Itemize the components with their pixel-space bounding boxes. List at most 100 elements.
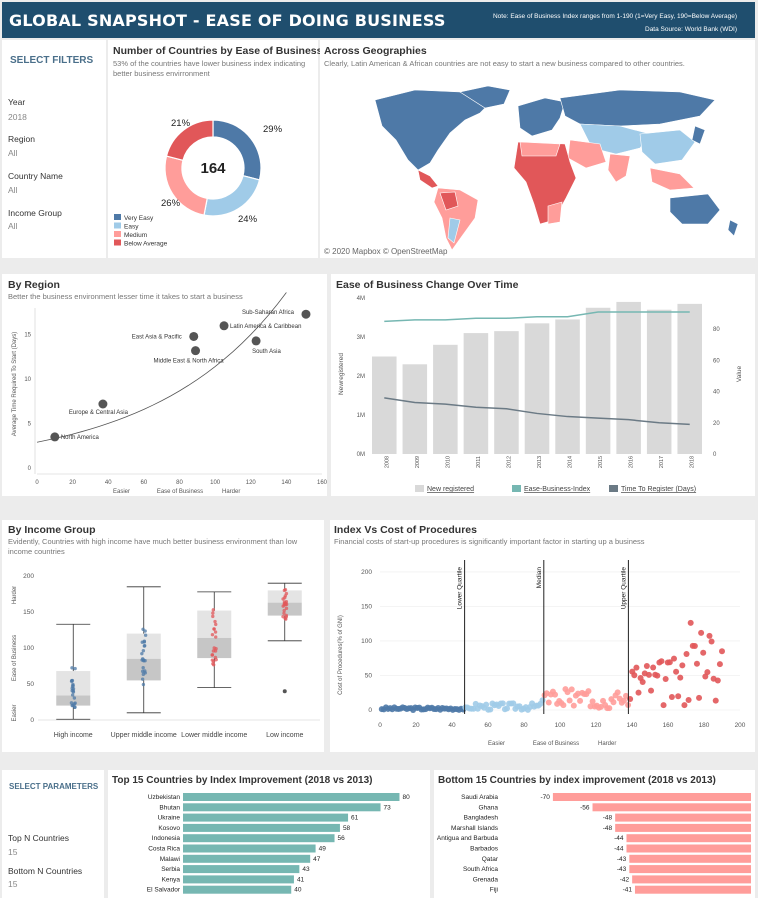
cost-point[interactable]	[470, 705, 477, 712]
cost-point[interactable]	[606, 705, 613, 712]
cost-point[interactable]	[673, 668, 680, 675]
bar-new-registered-2017[interactable]	[646, 309, 672, 454]
top-bar-kenya[interactable]	[183, 875, 294, 884]
cost-point[interactable]	[719, 648, 725, 655]
region-point-south-asia[interactable]	[251, 336, 261, 346]
bar-new-registered-2013[interactable]	[524, 323, 550, 454]
world-map[interactable]: © 2020 Mapbox © OpenStreetMap	[320, 78, 755, 258]
map-australia[interactable]	[669, 193, 721, 225]
cost-point[interactable]	[631, 672, 638, 679]
donut-slice-easy[interactable]	[203, 174, 261, 217]
cost-point[interactable]	[660, 702, 667, 709]
top-bar-costa-rica[interactable]	[183, 844, 316, 853]
cost-point[interactable]	[712, 697, 719, 704]
legend-new-registered[interactable]: New registered	[427, 486, 474, 493]
cost-point[interactable]	[700, 649, 707, 656]
bottom-bar-bangladesh[interactable]	[615, 813, 751, 822]
region-point-sub-saharan-africa[interactable]	[301, 309, 311, 319]
region-point-east-asia-pacific[interactable]	[189, 331, 199, 341]
bottom-bar-grenada[interactable]	[632, 875, 751, 884]
cost-point[interactable]	[683, 650, 690, 657]
cost-point[interactable]	[635, 689, 642, 696]
cost-point[interactable]	[670, 655, 677, 662]
cost-point[interactable]	[483, 701, 490, 708]
cost-point[interactable]	[706, 632, 713, 639]
cost-point[interactable]	[645, 671, 652, 678]
cost-point[interactable]	[560, 702, 567, 709]
bottom-bar-antigua-and-barbuda[interactable]	[626, 834, 751, 843]
filter-income[interactable]: All	[8, 221, 18, 231]
bottom-bar-ghana[interactable]	[592, 803, 751, 812]
bar-new-registered-2010[interactable]	[433, 344, 458, 454]
line-ease-business-index[interactable]	[384, 311, 690, 323]
cost-point[interactable]	[698, 629, 705, 636]
cost-point[interactable]	[504, 705, 511, 712]
bottom-bar-saudi-arabia[interactable]	[552, 793, 751, 801]
map-venezuela[interactable]	[439, 191, 459, 211]
legend-time-register[interactable]: Time To Register (Days)	[621, 486, 696, 493]
filter-country[interactable]: All	[8, 185, 18, 195]
cost-point[interactable]	[610, 699, 617, 706]
filter-region[interactable]: All	[8, 148, 18, 158]
top-bar-malawi[interactable]	[183, 854, 311, 863]
cost-point[interactable]	[577, 697, 584, 704]
cost-point[interactable]	[585, 688, 592, 695]
region-point-latin-america-caribbean[interactable]	[219, 321, 229, 331]
top-bar-bhutan[interactable]	[183, 803, 381, 812]
cost-point[interactable]	[643, 662, 650, 669]
bar-new-registered-2018[interactable]	[677, 303, 702, 454]
cost-point[interactable]	[566, 697, 573, 704]
map-europe[interactable]	[517, 97, 566, 137]
map-new-zealand[interactable]	[727, 219, 739, 237]
cost-point[interactable]	[614, 689, 621, 696]
cost-point[interactable]	[687, 619, 694, 626]
cost-point[interactable]	[639, 678, 646, 685]
bottom-bar-barbados[interactable]	[626, 844, 751, 853]
cost-point[interactable]	[650, 664, 657, 671]
map-chile[interactable]	[447, 217, 461, 244]
line-time-to-register[interactable]	[384, 397, 690, 426]
cost-point[interactable]	[679, 662, 686, 669]
cost-point[interactable]	[633, 664, 640, 671]
cost-point[interactable]	[708, 638, 715, 645]
box-lower-high-income[interactable]	[56, 695, 91, 706]
cost-point[interactable]	[693, 660, 700, 667]
bar-new-registered-2016[interactable]	[616, 301, 641, 454]
cost-point[interactable]	[662, 675, 669, 682]
map-china[interactable]	[639, 129, 696, 165]
map-central-america[interactable]	[417, 169, 439, 189]
cost-point[interactable]	[714, 677, 721, 684]
cost-point[interactable]	[681, 702, 688, 709]
map-india[interactable]	[607, 153, 631, 183]
cost-point[interactable]	[545, 699, 552, 706]
top-bar-indonesia[interactable]	[183, 834, 335, 843]
cost-point[interactable]	[691, 642, 698, 649]
top-bar-kosovo[interactable]	[183, 823, 340, 832]
cost-point[interactable]	[568, 686, 575, 693]
map-south-africa[interactable]	[547, 201, 563, 225]
cost-point[interactable]	[589, 698, 596, 705]
cost-point[interactable]	[552, 691, 559, 698]
top-bar-uzbekistan[interactable]	[183, 793, 400, 801]
bar-new-registered-2014[interactable]	[555, 319, 580, 454]
cost-point[interactable]	[499, 700, 506, 707]
cost-point[interactable]	[570, 702, 577, 709]
top-bar-ukraine[interactable]	[183, 813, 349, 822]
region-point-europe-central-asia[interactable]	[98, 399, 108, 409]
cost-point[interactable]	[620, 697, 627, 704]
map-japan[interactable]	[691, 125, 706, 145]
top-bar-el-salvador[interactable]	[183, 885, 292, 894]
cost-point[interactable]	[654, 672, 661, 679]
cost-point[interactable]	[677, 674, 684, 681]
cost-point[interactable]	[666, 659, 673, 666]
map-russia[interactable]	[559, 89, 716, 127]
box-lower-upper-middle-income[interactable]	[126, 658, 161, 681]
cost-point[interactable]	[704, 669, 711, 676]
donut-slice-below-average[interactable]	[165, 119, 214, 162]
cost-point[interactable]	[675, 693, 682, 700]
bar-new-registered-2012[interactable]	[494, 331, 519, 454]
filter-year[interactable]: 2018	[8, 112, 27, 122]
top-bar-serbia[interactable]	[183, 865, 300, 874]
map-southeast-asia[interactable]	[649, 167, 695, 191]
cost-point[interactable]	[622, 692, 629, 699]
